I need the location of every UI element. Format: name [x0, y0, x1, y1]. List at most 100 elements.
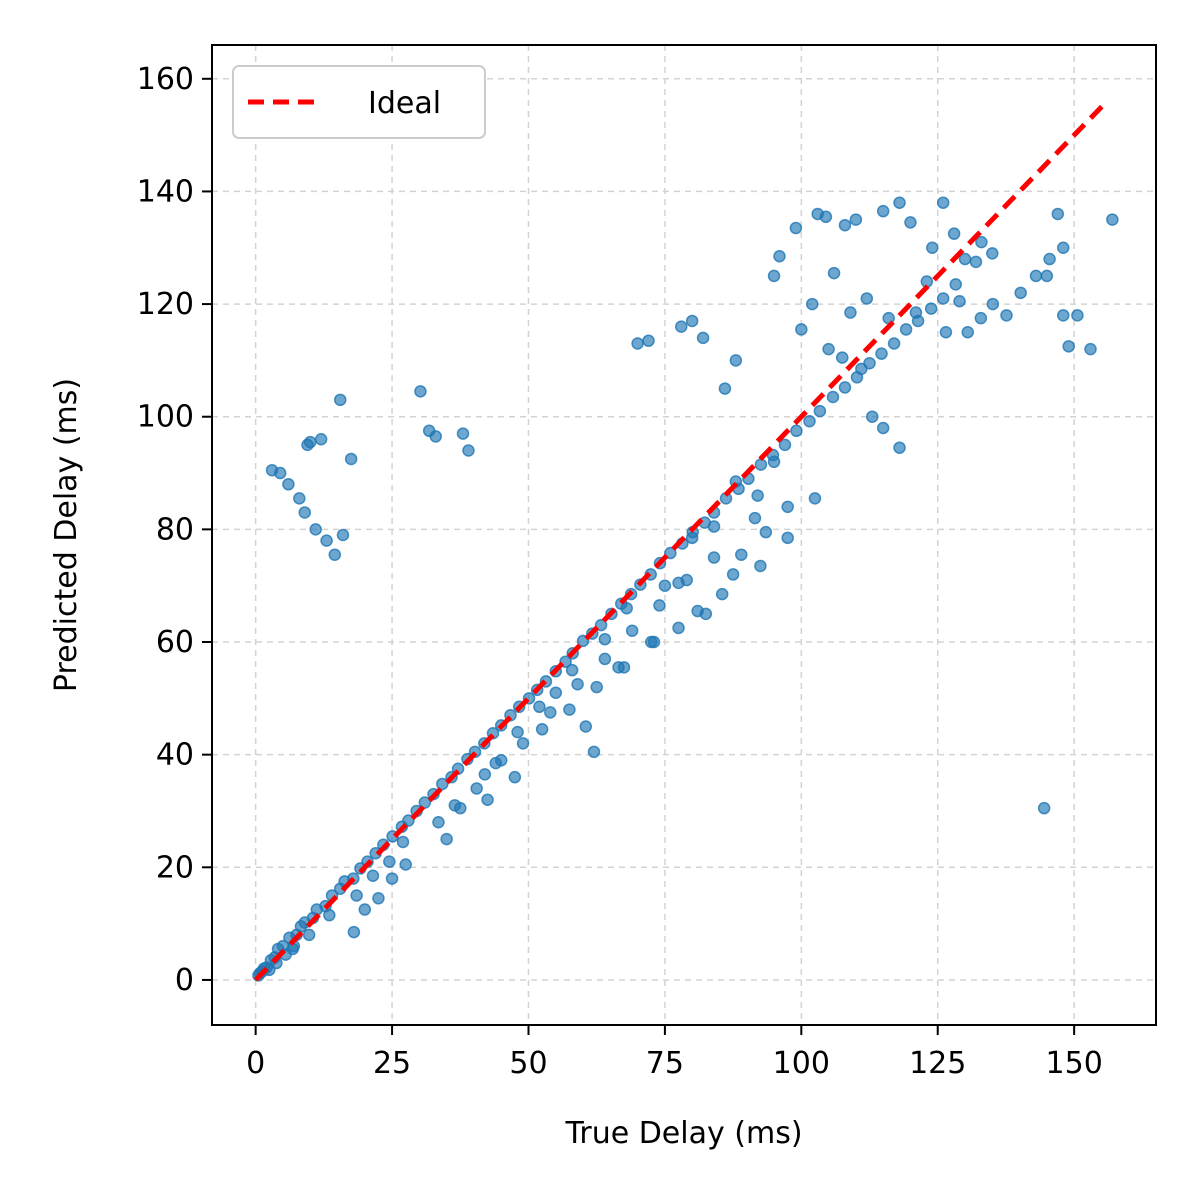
scatter-point [826, 390, 840, 404]
scatter-point [470, 782, 483, 795]
scatter-point [947, 227, 961, 240]
scatter-point [844, 306, 857, 319]
scatter-point [986, 247, 999, 260]
scatter-point [986, 297, 1000, 311]
scatter-point [875, 347, 888, 360]
scatter-point [1040, 269, 1054, 283]
scatter-point [699, 607, 713, 621]
y-tick-label: 120 [137, 287, 194, 322]
scatter-point [759, 525, 773, 539]
scatter-point [314, 433, 328, 446]
scatter-point [813, 404, 827, 418]
scatter-point [598, 652, 612, 666]
scatter-point [808, 492, 822, 505]
scatter-point [887, 337, 901, 350]
scatter-point [936, 292, 950, 305]
scatter-point [789, 221, 803, 235]
scatter-point [893, 441, 906, 454]
scatter-point [707, 520, 721, 533]
scatter-point [323, 908, 336, 922]
scatter-point [298, 506, 312, 519]
scatter-point [751, 489, 764, 502]
scatter-point [835, 351, 849, 364]
scatter-point [456, 427, 470, 440]
scatter-point [767, 269, 781, 283]
scatter-point [432, 815, 445, 829]
scatter-point [320, 534, 333, 547]
y-tick-label: 80 [156, 512, 194, 547]
scatter-point [707, 551, 721, 564]
scatter-point [949, 278, 962, 291]
scatter-point [440, 832, 453, 846]
scatter-point [969, 255, 983, 269]
scatter-point [642, 334, 655, 347]
scatter-point [685, 531, 699, 545]
scatter-point [302, 928, 316, 942]
scatter-point [347, 925, 361, 939]
scatter-point [953, 295, 966, 308]
scatter-point [358, 903, 372, 916]
scatter-point [333, 393, 347, 407]
scatter-point [735, 548, 748, 561]
scatter-point [396, 835, 410, 849]
scatter-point [1071, 309, 1084, 322]
scatter-point [508, 770, 522, 784]
scatter-point [544, 706, 557, 719]
scatter-point [974, 311, 988, 325]
scatter-point [563, 703, 576, 716]
scatter-point [1037, 801, 1051, 815]
x-tick-label: 75 [646, 1046, 684, 1081]
scatter-point [565, 663, 579, 677]
scatter-point [372, 892, 385, 905]
y-tick-label: 100 [137, 400, 194, 435]
scatter-point [1014, 286, 1027, 300]
y-tick-label: 60 [156, 625, 194, 660]
scatter-point [653, 599, 666, 612]
legend-box [232, 65, 486, 139]
scatter-point [1106, 213, 1119, 226]
scatter-point [715, 587, 729, 601]
scatter-point [790, 424, 803, 438]
scatter-point [402, 814, 415, 827]
scatter-points [252, 196, 1119, 982]
scatter-point [462, 444, 475, 457]
plot-frame [211, 44, 1157, 1026]
scatter-point [511, 725, 524, 739]
scatter-point [795, 323, 808, 336]
scatter-point [478, 768, 492, 781]
scatter-point [939, 325, 953, 339]
scatter-point [866, 410, 879, 423]
scatter-point [685, 314, 699, 328]
scatter-point [827, 266, 841, 280]
scatter-point [273, 466, 287, 480]
scatter-point [748, 511, 762, 525]
ideal-line [253, 99, 1109, 982]
scatter-point [849, 213, 863, 226]
scatter-point [1056, 309, 1070, 322]
scatter-point [838, 218, 852, 232]
scatter-point [549, 686, 563, 699]
scatter-point [429, 430, 442, 443]
scatter-point [383, 855, 396, 868]
scatter-point [1051, 207, 1065, 221]
scatter-point [1062, 340, 1075, 353]
scatter-point [385, 872, 399, 885]
scatter-point [781, 531, 794, 545]
scatter-point [1043, 252, 1056, 266]
scatter-point [1029, 269, 1043, 283]
x-tick-label: 25 [373, 1046, 411, 1081]
scatter-point [328, 548, 342, 561]
y-tick-label: 40 [156, 738, 194, 773]
scatter-point [535, 723, 549, 736]
x-tick-label: 125 [909, 1046, 966, 1081]
x-tick-label: 50 [509, 1046, 547, 1081]
scatter-point [414, 385, 427, 398]
scatter-point [838, 381, 852, 394]
scatter-point [303, 435, 317, 449]
scatter-point [620, 601, 633, 615]
scatter-point [778, 438, 792, 452]
x-tick-label: 100 [773, 1046, 830, 1081]
scatter-point [876, 204, 890, 218]
scatter-point [1000, 309, 1013, 322]
scatter-point [594, 618, 608, 632]
